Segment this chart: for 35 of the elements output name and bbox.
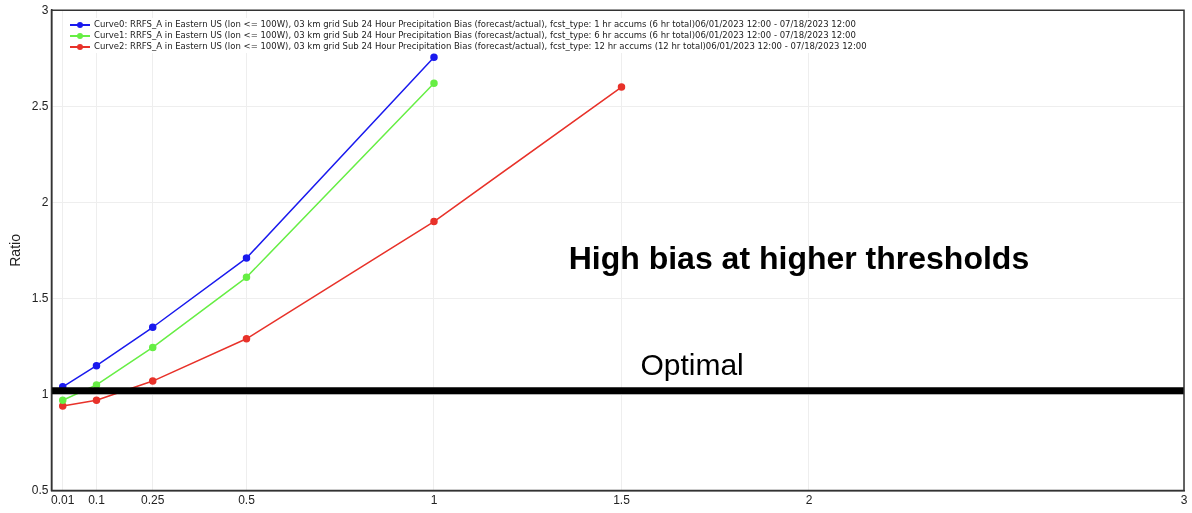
y-tick-label: 0.5 (31, 482, 49, 497)
point (242, 254, 251, 262)
x-tick-label: 1 (430, 493, 438, 508)
point (148, 323, 157, 332)
point (92, 396, 101, 405)
point (92, 361, 101, 370)
legend-label: Curve2: RRFS_A in Eastern US (lon <= 100W), 03 km grid Sub 24 Hour Precipitation Bias (forecast/actual), fcst_type: 12 hr accums (12 hr total)06/01/2023 12:00 - 07/18/2023 12:00 (94, 41, 867, 52)
y-tick-label: 2 (41, 194, 49, 209)
y-tick-label: 3 (41, 2, 49, 17)
point (430, 53, 438, 62)
point (430, 79, 438, 87)
legend-label: Curve1: RRFS_A in Eastern US (lon <= 100W), 03 km grid Sub 24 Hour Precipitation Bias (forecast/actual), fcst_type: 6 hr accums (6 hr total)06/01/2023 12:00 - 07/18/2023 12:00 (94, 30, 856, 41)
y-tick-label: 2.5 (31, 98, 49, 113)
legend-label: Curve0: RRFS_A in Eastern US (lon <= 100W), 03 km grid Sub 24 Hour Precipitation Bias (forecast/actual), fcst_type: 1 hr accums (6 hr total)06/01/2023 12:00 - 07/18/2023 12:00 (94, 19, 856, 30)
point (242, 335, 251, 343)
x-tick-label: 0.25 (141, 493, 165, 508)
point (148, 377, 157, 385)
x-tick-label: 0.5 (238, 493, 256, 508)
annotation: High bias at higher thresholds (568, 239, 1030, 276)
x-tick-label: 1.5 (613, 493, 631, 508)
ref-line-label: Optimal (640, 347, 744, 381)
y-tick-label: 1 (41, 386, 49, 401)
point (58, 402, 67, 410)
point (148, 343, 157, 352)
x-tick-label: 3 (1180, 493, 1188, 508)
y-tick-label: 1.5 (31, 290, 49, 305)
x-tick-label: 0.1 (88, 493, 106, 508)
point (242, 273, 251, 282)
y-axis-title: Ratio (7, 233, 24, 267)
point (58, 396, 67, 405)
x-tick-label: 2 (805, 493, 813, 508)
point (92, 381, 101, 389)
point (617, 83, 626, 91)
point (430, 217, 438, 226)
x-tick-label: 0.01 (51, 493, 75, 508)
